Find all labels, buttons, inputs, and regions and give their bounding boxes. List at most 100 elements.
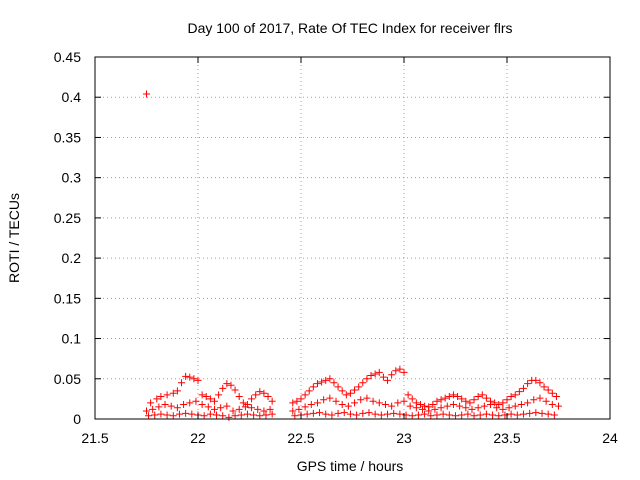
data-point (427, 412, 435, 420)
y-tick-label: 0 (73, 411, 81, 427)
data-point (437, 396, 445, 404)
data-point (200, 412, 208, 420)
data-point (239, 399, 247, 407)
data-point (530, 396, 538, 404)
data-point (330, 379, 338, 387)
y-tick-label: 0.3 (62, 170, 82, 186)
data-point (295, 405, 303, 413)
data-point (365, 409, 373, 417)
data-point (309, 409, 317, 417)
data-point (182, 372, 190, 380)
data-point (206, 410, 214, 418)
data-point (266, 405, 274, 413)
data-point (462, 404, 470, 412)
data-point (400, 397, 408, 405)
data-point (291, 412, 299, 420)
data-point (515, 388, 523, 396)
data-point (219, 384, 227, 392)
data-point (431, 405, 439, 413)
data-point (375, 368, 383, 376)
data-point (180, 401, 188, 409)
data-point (519, 410, 527, 418)
data-point (519, 384, 527, 392)
data-point (186, 399, 194, 407)
data-point (229, 407, 237, 415)
data-points (143, 90, 562, 421)
data-point (190, 375, 198, 383)
data-point (332, 397, 340, 405)
data-point (215, 391, 223, 399)
x-tick-label: 21.5 (81, 430, 108, 446)
data-point (318, 378, 326, 386)
data-point (326, 394, 334, 402)
data-point (163, 391, 171, 399)
data-point (408, 412, 416, 420)
data-point (456, 402, 464, 410)
data-point (396, 365, 404, 373)
data-point (499, 399, 507, 407)
data-point (526, 409, 534, 417)
data-point (357, 396, 365, 404)
data-point (416, 401, 424, 409)
data-point (482, 410, 490, 418)
data-point (454, 392, 462, 400)
data-point (437, 404, 445, 412)
grid-lines (95, 57, 610, 419)
data-point (433, 411, 441, 419)
data-point (322, 410, 330, 418)
data-point (346, 410, 354, 418)
data-point (480, 402, 488, 410)
data-point (414, 411, 422, 419)
data-point (204, 403, 212, 411)
data-point (262, 411, 270, 419)
data-point (143, 90, 150, 98)
data-point (552, 392, 560, 400)
data-point (507, 392, 515, 400)
data-point (441, 394, 449, 402)
data-point (433, 397, 441, 405)
data-point (289, 407, 297, 415)
data-point (353, 411, 361, 419)
data-point (489, 411, 497, 419)
data-point (517, 401, 525, 409)
data-point (542, 397, 550, 405)
data-point (548, 401, 556, 409)
data-point (268, 397, 276, 405)
x-tick-label: 22 (190, 430, 206, 446)
data-point (225, 413, 233, 421)
data-point (289, 399, 297, 407)
data-point (320, 396, 328, 404)
data-point (316, 409, 324, 417)
data-point (307, 401, 315, 409)
data-point (256, 388, 264, 396)
data-point (468, 405, 476, 413)
data-point (548, 389, 556, 397)
data-point (178, 379, 186, 387)
y-tick-label: 0.05 (54, 371, 81, 387)
data-point (536, 379, 544, 387)
data-point (400, 368, 408, 376)
data-point (412, 404, 420, 412)
data-point (334, 409, 342, 417)
data-point (169, 412, 177, 420)
data-point (384, 410, 392, 418)
data-point (449, 401, 457, 409)
data-point (254, 405, 262, 413)
data-point (470, 412, 478, 420)
data-point (462, 397, 470, 405)
data-point (377, 411, 385, 419)
data-point (419, 405, 427, 413)
data-point (326, 375, 334, 383)
data-point (206, 395, 214, 403)
data-point (231, 386, 239, 394)
data-point (297, 395, 305, 403)
data-point (328, 411, 336, 419)
x-axis-label: GPS time / hours (297, 458, 404, 474)
data-point (499, 405, 507, 413)
data-point (458, 411, 466, 419)
data-point (355, 383, 363, 391)
y-tick-label: 0.4 (62, 89, 82, 105)
data-point (338, 387, 346, 395)
data-point (210, 397, 218, 405)
